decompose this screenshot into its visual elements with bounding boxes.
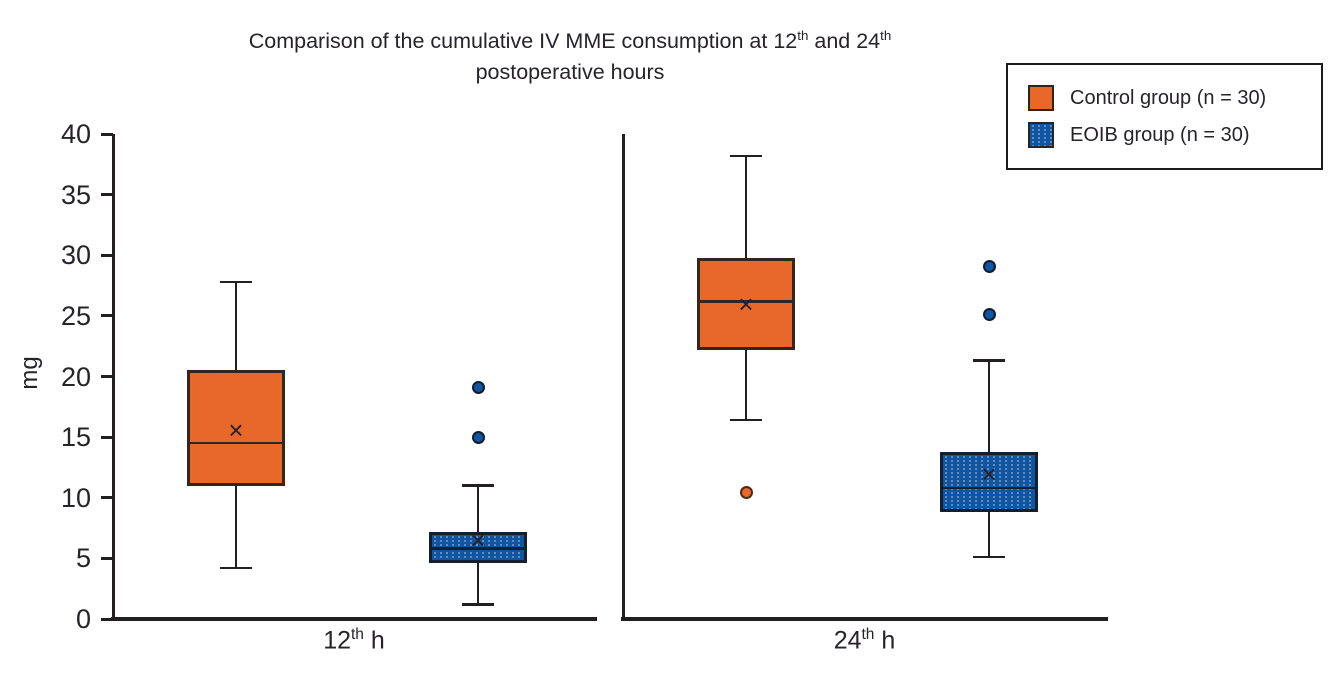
- y-axis-tick: [101, 253, 113, 257]
- median-line: [940, 486, 1038, 490]
- legend: Control group (n = 30) EOIB group (n = 30…: [1006, 63, 1323, 170]
- box-iqr: [940, 451, 1038, 513]
- label-text: th: [797, 28, 809, 43]
- y-axis-tick: [101, 617, 113, 621]
- label-text: h: [363, 626, 385, 655]
- label-text: h: [874, 626, 896, 655]
- y-axis-spine: [621, 134, 625, 619]
- whisker-cap-bottom: [220, 566, 252, 570]
- y-axis-tick: [101, 132, 113, 136]
- y-tick-label: 40: [60, 119, 91, 149]
- legend-item: Control group (n = 30): [1028, 82, 1266, 114]
- y-axis-tick: [101, 556, 113, 560]
- y-tick-label: 15: [60, 422, 91, 453]
- box-iqr: [187, 370, 285, 486]
- y-tick-label: 35: [60, 179, 91, 210]
- y-tick-label: 10: [60, 482, 91, 513]
- median-line: [187, 441, 285, 445]
- y-tick-label: 30: [60, 240, 91, 271]
- y-tick-label: 25: [60, 300, 91, 331]
- label-text: th: [351, 626, 364, 643]
- whisker-cap-top: [220, 280, 252, 284]
- legend-swatch-control: [1028, 85, 1054, 111]
- mean-x-marker: ×: [470, 525, 486, 556]
- chart-title-line1: Comparison of the cumulative IV MME cons…: [112, 20, 1028, 57]
- outlier-dot: [739, 486, 753, 500]
- legend-swatch-eoib: [1028, 122, 1054, 148]
- legend-item: EOIB group (n = 30): [1028, 119, 1250, 151]
- label-text: th: [880, 28, 892, 43]
- y-axis-spine: [111, 134, 115, 619]
- outlier-dot: [982, 259, 996, 273]
- whisker-cap-top: [973, 359, 1005, 363]
- whisker-cap-bottom: [973, 555, 1005, 559]
- label-text: Comparison of the cumulative IV MME cons…: [248, 29, 798, 54]
- legend-label: EOIB group (n = 30): [1070, 123, 1250, 146]
- label-text: and 24: [808, 29, 881, 54]
- x-axis-baseline: [621, 617, 1108, 621]
- whisker-cap-top: [462, 484, 494, 487]
- whisker-cap-bottom: [730, 418, 762, 422]
- y-axis-tick: [101, 314, 113, 318]
- label-text: 12: [323, 626, 351, 655]
- y-axis-tick: [101, 496, 113, 500]
- outlier-dot: [471, 430, 485, 444]
- outlier-dot: [982, 308, 996, 322]
- whisker-cap-bottom: [462, 603, 494, 606]
- y-axis-tick: [101, 375, 113, 378]
- legend-label: Control group (n = 30): [1070, 86, 1267, 109]
- median-line: [429, 547, 527, 550]
- x-tick-label: 12th h: [234, 626, 474, 666]
- chart-title: Comparison of the cumulative IV MME cons…: [112, 20, 1028, 88]
- y-axis-tick: [101, 193, 113, 197]
- x-axis-baseline: [111, 617, 597, 621]
- y-tick-label: 5: [75, 543, 91, 574]
- chart-title-line2: postoperative hours: [475, 60, 665, 85]
- mean-x-marker: ×: [981, 458, 997, 489]
- mean-x-marker: ×: [738, 288, 754, 319]
- y-tick-label: 0: [75, 604, 91, 634]
- y-tick-label: 20: [60, 361, 91, 392]
- mean-x-marker: ×: [228, 414, 244, 445]
- x-tick-label: 24th h: [745, 626, 985, 666]
- outlier-dot: [471, 380, 485, 394]
- label-text: 24: [833, 626, 862, 655]
- box-iqr: [697, 257, 795, 350]
- median-line: [697, 300, 795, 303]
- whisker-cap-top: [730, 154, 762, 158]
- label-text: th: [861, 626, 875, 643]
- y-axis-tick: [101, 435, 113, 439]
